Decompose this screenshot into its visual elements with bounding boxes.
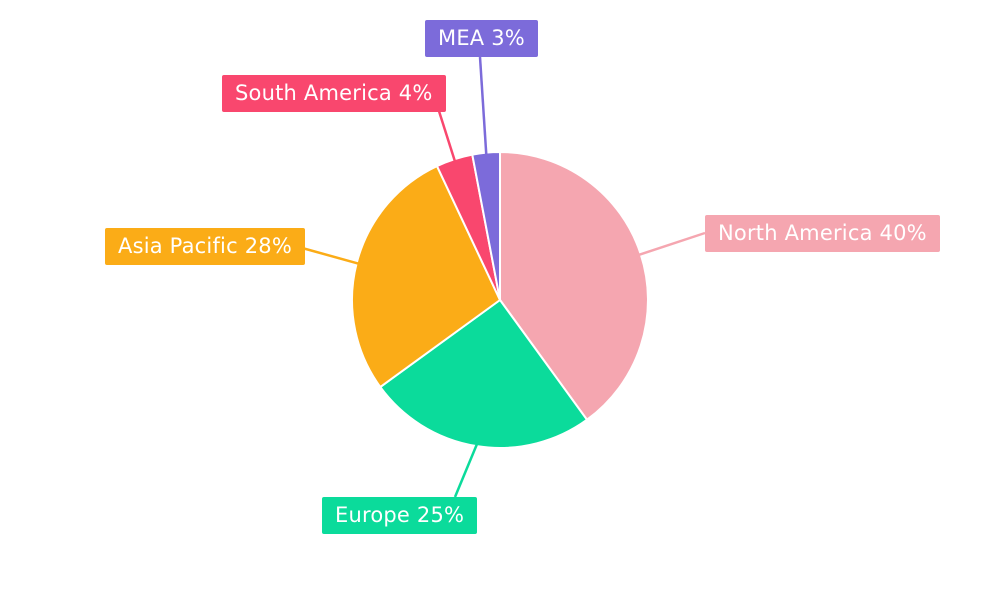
leader-line-north-america — [637, 231, 706, 257]
leader-line-south-america — [436, 107, 457, 163]
callout-asia-pacific: Asia Pacific 28% — [105, 228, 305, 265]
callout-europe: Europe 25% — [322, 497, 478, 534]
callout-south-america: South America 4% — [222, 75, 446, 112]
leader-line-mea — [478, 56, 488, 156]
leader-line-asia-pacific — [294, 244, 360, 266]
callout-north-america: North America 40% — [705, 215, 940, 252]
leader-line-europe — [453, 442, 479, 498]
callout-mea: MEA 3% — [425, 20, 538, 57]
